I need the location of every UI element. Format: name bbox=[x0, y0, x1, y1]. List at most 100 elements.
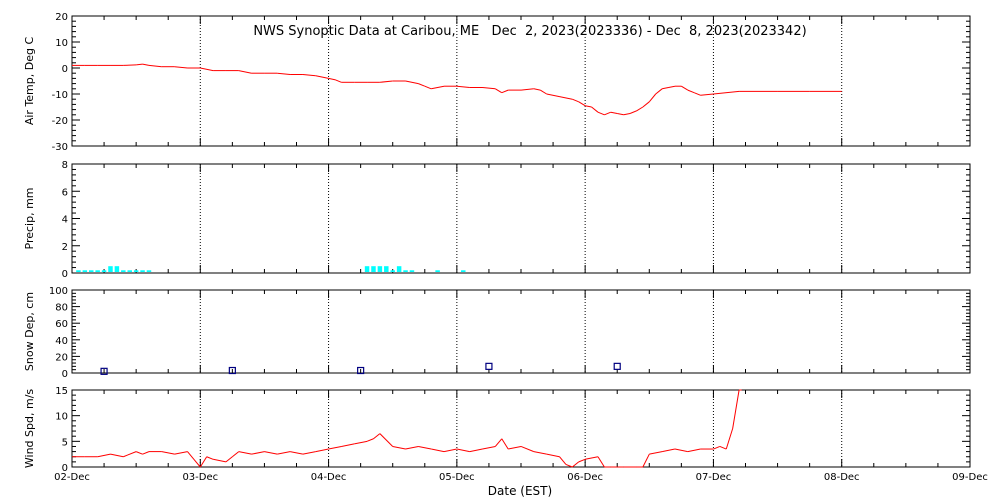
wind-speed-line-segment bbox=[501, 438, 509, 450]
precip-y-tick-label: 6 bbox=[62, 187, 68, 198]
wind-speed-line-segment bbox=[520, 446, 535, 453]
air-temp-line-segment bbox=[617, 113, 624, 116]
snow-depth-point bbox=[228, 366, 236, 375]
wind-speed-line-segment bbox=[187, 451, 195, 460]
snow-depth-y-tick-label: 60 bbox=[55, 319, 68, 330]
wind-speed-panel: 0 5 10 15 Wind Spd, m/s 02-Dec 03-Dec 04-Dec 05-… bbox=[23, 386, 988, 483]
precip-bar bbox=[409, 270, 415, 272]
wind-speed-line-segment bbox=[546, 453, 560, 458]
air-temp-line-segment bbox=[431, 85, 445, 90]
precip-bar bbox=[140, 270, 145, 272]
air-temp-line-segment bbox=[136, 63, 143, 66]
snow-depth-y-tick-label: 20 bbox=[55, 352, 68, 363]
air-temp-line-segment bbox=[501, 89, 509, 94]
precip-y-tick-label: 2 bbox=[62, 242, 68, 253]
wind-speed-line-segment bbox=[418, 445, 432, 450]
wind-speed-line-segment bbox=[469, 448, 483, 453]
air-temp-line-segment bbox=[424, 85, 432, 90]
wind-speed-line-segment bbox=[238, 451, 252, 455]
wind-speed-line-segment bbox=[405, 445, 419, 450]
air-temp-line-segment bbox=[277, 72, 291, 75]
wind-speed-y-tick-label: 15 bbox=[55, 386, 68, 397]
air-temp-line-segment bbox=[681, 85, 689, 91]
precip-bar bbox=[461, 270, 466, 272]
precip-y-axis-label: Precip, mm bbox=[23, 188, 36, 250]
air-temp-line-segment bbox=[315, 75, 329, 79]
snow-depth-y-tick-label: 0 bbox=[62, 369, 68, 380]
wind-speed-line-segment bbox=[572, 461, 580, 468]
wind-speed-frame bbox=[71, 389, 971, 468]
precip-bar bbox=[82, 270, 88, 272]
x-tick-label: 09-Dec bbox=[952, 472, 988, 483]
wind-speed-line-segment bbox=[456, 448, 470, 453]
precip-bar bbox=[95, 270, 100, 272]
snow-depth-panel: 0 20 40 60 80 100 Snow Dep, cm bbox=[23, 286, 971, 380]
air-temp-line-segment bbox=[379, 80, 393, 83]
wind-speed-line-segment bbox=[206, 456, 214, 460]
wind-speed-line-segment bbox=[578, 458, 586, 463]
air-temp-line-segment bbox=[629, 110, 637, 114]
wind-speed-line-segment bbox=[142, 451, 150, 455]
snow-depth-y-tick-label: 100 bbox=[49, 286, 68, 297]
wind-speed-line-segment bbox=[341, 443, 355, 447]
air-temp-line-segment bbox=[642, 101, 650, 108]
snow-depth-frame bbox=[71, 289, 971, 374]
air-temp-line-segment bbox=[142, 63, 150, 66]
x-tick-label: 05-Dec bbox=[439, 472, 475, 483]
air-temp-line-segment bbox=[482, 87, 496, 90]
wind-speed-line-segment bbox=[508, 445, 522, 450]
air-temp-line-segment bbox=[636, 106, 644, 112]
air-temp-line-segment bbox=[623, 113, 631, 116]
wind-speed-line-segment bbox=[199, 456, 208, 468]
x-tick-label: 04-Dec bbox=[311, 472, 347, 483]
air-temp-line-segment bbox=[405, 80, 419, 85]
x-tick-label: 02-Dec bbox=[54, 472, 90, 483]
air-temp-y-tick-label: 10 bbox=[55, 38, 68, 49]
air-temp-line-segment bbox=[238, 70, 252, 74]
precip-bar bbox=[403, 270, 408, 272]
air-temp-line-segment bbox=[533, 88, 541, 91]
precip-bar bbox=[390, 270, 395, 272]
air-temp-line-segment bbox=[520, 88, 534, 91]
wind-speed-line-segment bbox=[662, 448, 676, 453]
wind-speed-line-segment bbox=[328, 445, 342, 450]
air-temp-line-segment bbox=[668, 85, 676, 88]
wind-speed-line-segment bbox=[713, 446, 721, 450]
air-temp-line-segment bbox=[334, 79, 342, 83]
precip-y-tick-label: 0 bbox=[62, 269, 68, 280]
wind-speed-line-segment bbox=[135, 451, 143, 455]
x-tick-label: 03-Dec bbox=[182, 472, 218, 483]
precip-bar bbox=[384, 266, 389, 272]
snow-depth-point bbox=[485, 362, 493, 370]
x-tick-label: 07-Dec bbox=[696, 472, 732, 483]
wind-speed-line-segment bbox=[585, 456, 599, 460]
air-temp-line-segment bbox=[148, 64, 162, 68]
air-temp-y-tick-label: 0 bbox=[62, 64, 68, 75]
wind-speed-line-segment bbox=[494, 438, 503, 447]
air-temp-line-segment bbox=[418, 83, 425, 87]
air-temp-line-segment bbox=[655, 88, 663, 95]
precip-bar bbox=[377, 266, 383, 272]
snow-depth-y-axis-label: Snow Dep, cm bbox=[23, 292, 36, 371]
wind-speed-line-segment bbox=[732, 389, 740, 429]
precip-frame bbox=[71, 163, 971, 274]
air-temp-line-segment bbox=[546, 93, 560, 98]
wind-speed-line-segment bbox=[559, 456, 567, 465]
wind-speed-line-segment bbox=[533, 451, 547, 455]
wind-speed-line-segment bbox=[110, 453, 124, 458]
precip-y-tick-label: 8 bbox=[62, 160, 68, 171]
wind-speed-line-segment bbox=[366, 438, 374, 442]
wind-speed-line-segment bbox=[725, 428, 734, 450]
wind-speed-line-segment bbox=[373, 433, 381, 440]
wind-speed-y-tick-label: 10 bbox=[55, 412, 68, 423]
wind-speed-y-axis-label: Wind Spd, m/s bbox=[23, 389, 36, 469]
wind-speed-line-segment bbox=[315, 448, 329, 453]
precip-bar bbox=[364, 266, 370, 272]
wind-speed-line-segment bbox=[277, 451, 291, 455]
wind-speed-line-segment bbox=[379, 433, 394, 447]
air-temp-line-segment bbox=[585, 105, 592, 108]
wind-speed-line-segment bbox=[719, 446, 727, 450]
air-temp-line-segment bbox=[559, 96, 573, 100]
